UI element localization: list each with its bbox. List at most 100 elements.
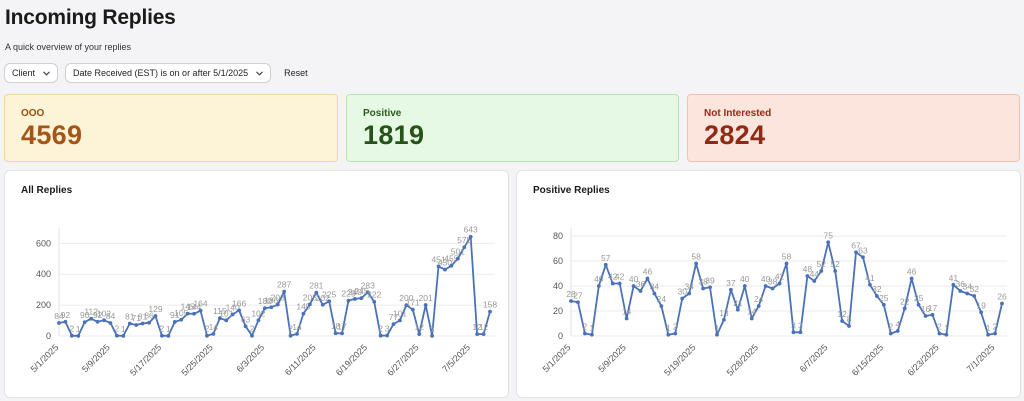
data-point[interactable] xyxy=(365,290,370,295)
data-point[interactable] xyxy=(275,302,280,307)
data-point[interactable] xyxy=(147,320,151,325)
data-point[interactable] xyxy=(763,284,768,288)
data-point[interactable] xyxy=(179,317,184,322)
data-point[interactable] xyxy=(63,319,68,324)
data-point[interactable] xyxy=(979,310,984,315)
data-point[interactable] xyxy=(140,321,145,326)
data-point[interactable] xyxy=(868,282,872,287)
data-point[interactable] xyxy=(205,333,209,338)
data-point[interactable] xyxy=(923,314,928,318)
data-point[interactable] xyxy=(108,321,113,325)
data-point[interactable] xyxy=(930,312,935,317)
data-point[interactable] xyxy=(378,333,383,338)
reset-button[interactable]: Reset xyxy=(284,68,308,78)
data-point[interactable] xyxy=(160,333,164,338)
data-point[interactable] xyxy=(728,287,733,292)
data-point[interactable] xyxy=(798,330,803,335)
data-point[interactable] xyxy=(701,286,705,291)
data-point[interactable] xyxy=(708,285,712,290)
data-point[interactable] xyxy=(340,331,344,336)
data-point[interactable] xyxy=(631,284,636,288)
data-point[interactable] xyxy=(250,333,254,338)
data-point[interactable] xyxy=(784,261,789,266)
data-point[interactable] xyxy=(840,319,845,323)
data-point[interactable] xyxy=(770,286,775,291)
data-point[interactable] xyxy=(134,323,139,327)
data-point[interactable] xyxy=(417,332,422,337)
data-point[interactable] xyxy=(610,281,615,286)
data-point[interactable] xyxy=(951,282,956,287)
data-point[interactable] xyxy=(617,281,622,286)
data-point[interactable] xyxy=(468,234,473,239)
data-point[interactable] xyxy=(153,314,158,318)
data-point[interactable] xyxy=(742,284,747,288)
data-point[interactable] xyxy=(398,318,402,323)
data-point[interactable] xyxy=(359,296,364,301)
data-point[interactable] xyxy=(307,302,312,307)
data-point[interactable] xyxy=(449,263,454,268)
data-point[interactable] xyxy=(262,306,267,311)
data-point[interactable] xyxy=(715,332,719,337)
data-point[interactable] xyxy=(659,304,664,308)
data-point[interactable] xyxy=(230,312,235,317)
data-point[interactable] xyxy=(986,332,990,337)
data-point[interactable] xyxy=(965,291,970,296)
data-point[interactable] xyxy=(638,289,643,293)
data-point[interactable] xyxy=(423,303,428,307)
data-point[interactable] xyxy=(475,332,480,337)
data-point[interactable] xyxy=(372,299,377,304)
data-point[interactable] xyxy=(346,298,351,303)
data-point[interactable] xyxy=(583,331,587,336)
data-point[interactable] xyxy=(888,331,893,336)
data-point[interactable] xyxy=(211,331,216,336)
data-point[interactable] xyxy=(874,294,879,298)
data-point[interactable] xyxy=(826,240,831,245)
data-point[interactable] xyxy=(589,332,594,337)
data-point[interactable] xyxy=(666,332,671,337)
data-point[interactable] xyxy=(410,307,415,312)
data-point[interactable] xyxy=(937,331,942,336)
data-point[interactable] xyxy=(185,311,190,316)
data-point[interactable] xyxy=(198,308,203,313)
data-point[interactable] xyxy=(624,316,629,321)
data-point[interactable] xyxy=(314,290,319,295)
data-point[interactable] xyxy=(443,267,447,272)
data-point[interactable] xyxy=(243,324,248,329)
data-point[interactable] xyxy=(756,304,761,308)
data-point[interactable] xyxy=(916,302,921,307)
data-point[interactable] xyxy=(353,297,357,301)
data-point[interactable] xyxy=(166,333,171,338)
data-point[interactable] xyxy=(102,318,106,323)
data-point[interactable] xyxy=(430,333,435,338)
client-filter-dropdown[interactable]: Client xyxy=(4,63,59,83)
data-point[interactable] xyxy=(569,299,573,303)
data-point[interactable] xyxy=(673,331,678,336)
data-point[interactable] xyxy=(333,331,338,336)
data-point[interactable] xyxy=(972,294,977,298)
data-point[interactable] xyxy=(833,269,838,273)
data-point[interactable] xyxy=(895,329,900,333)
data-point[interactable] xyxy=(57,321,61,325)
data-point[interactable] xyxy=(295,331,299,336)
data-point[interactable] xyxy=(944,332,949,337)
data-point[interactable] xyxy=(256,318,261,323)
date-filter-dropdown[interactable]: Date Received (EST) is on or after 5/1/2… xyxy=(65,63,272,83)
data-point[interactable] xyxy=(854,250,858,255)
data-point[interactable] xyxy=(687,291,692,296)
data-point[interactable] xyxy=(777,281,782,286)
data-point[interactable] xyxy=(282,289,287,294)
data-point[interactable] xyxy=(95,319,100,324)
data-point[interactable] xyxy=(237,308,242,313)
data-point[interactable] xyxy=(69,333,74,338)
data-point[interactable] xyxy=(694,261,699,266)
data-point[interactable] xyxy=(89,316,94,321)
data-point[interactable] xyxy=(488,309,492,314)
data-point[interactable] xyxy=(722,317,726,322)
data-point[interactable] xyxy=(735,307,740,312)
data-point[interactable] xyxy=(288,333,293,338)
data-point[interactable] xyxy=(76,333,81,338)
data-point[interactable] xyxy=(385,333,389,338)
data-point[interactable] xyxy=(462,245,467,250)
data-point[interactable] xyxy=(327,299,332,304)
data-point[interactable] xyxy=(805,274,810,278)
